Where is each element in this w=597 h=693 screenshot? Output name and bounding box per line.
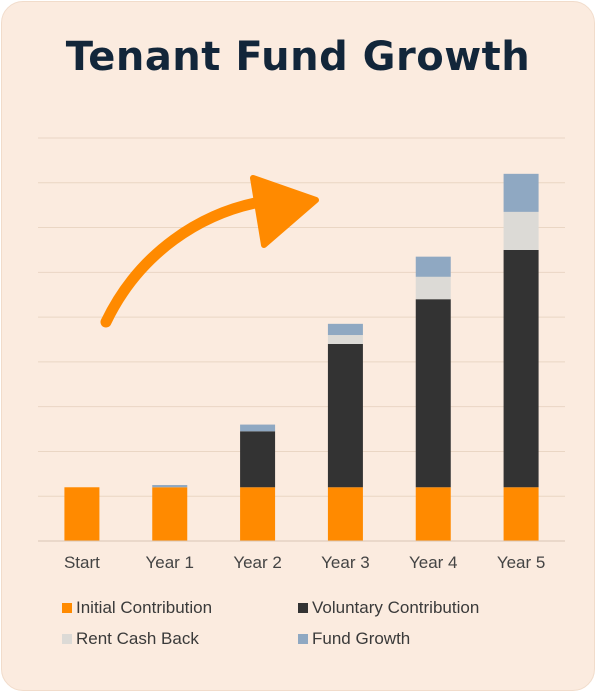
legend-item-rent-cash-back: Rent Cash Back: [62, 629, 199, 649]
x-tick-label: Year 2: [233, 553, 282, 572]
bar-segment-voluntary-contribution: [415, 299, 451, 488]
bar-segment-rent-cash-back: [327, 335, 363, 344]
bar-segment-initial-contribution: [503, 487, 539, 541]
bar-segment-rent-cash-back: [415, 276, 451, 300]
bar-segment-initial-contribution: [64, 487, 100, 541]
bar-segment-initial-contribution: [415, 487, 451, 541]
growth-arrow-head: [250, 175, 319, 248]
bar-segment-fund-growth: [240, 424, 276, 432]
legend-label-voluntary-contribution: Voluntary Contribution: [312, 598, 480, 617]
legend-item-initial-contribution: Initial Contribution: [62, 598, 212, 618]
legend-item-fund-growth: Fund Growth: [298, 629, 410, 649]
bar-segment-fund-growth: [415, 256, 451, 277]
bar-segment-fund-growth: [152, 485, 188, 488]
legend-label-fund-growth: Fund Growth: [312, 629, 411, 648]
x-tick-label: Start: [64, 553, 100, 572]
bar-segment-initial-contribution: [240, 487, 276, 541]
x-tick-label: Year 3: [321, 553, 370, 572]
x-tick-label: Year 4: [409, 553, 458, 572]
growth-arrow-shaft: [100, 194, 278, 328]
chart-title: Tenant Fund Growth: [65, 34, 531, 80]
bar-segment-voluntary-contribution: [327, 343, 363, 488]
legend-swatch-rent-cash-back: [62, 634, 72, 644]
bar-segment-initial-contribution: [152, 487, 188, 541]
bar-segment-voluntary-contribution: [503, 249, 539, 488]
legend-swatch-voluntary-contribution: [298, 603, 308, 613]
x-tick-label: Year 1: [145, 553, 194, 572]
legend-swatch-fund-growth: [298, 634, 308, 644]
legend-swatch-initial-contribution: [62, 603, 72, 613]
bar-segment-fund-growth: [503, 173, 539, 212]
legend-label-rent-cash-back: Rent Cash Back: [76, 629, 199, 648]
bar-segment-voluntary-contribution: [240, 431, 276, 488]
bar-segment-rent-cash-back: [503, 211, 539, 250]
legend-item-voluntary-contribution: Voluntary Contribution: [298, 598, 479, 618]
legend-label-initial-contribution: Initial Contribution: [76, 598, 213, 617]
x-tick-label: Year 5: [497, 553, 546, 572]
bar-segment-initial-contribution: [327, 487, 363, 541]
bar-segment-fund-growth: [327, 323, 363, 336]
